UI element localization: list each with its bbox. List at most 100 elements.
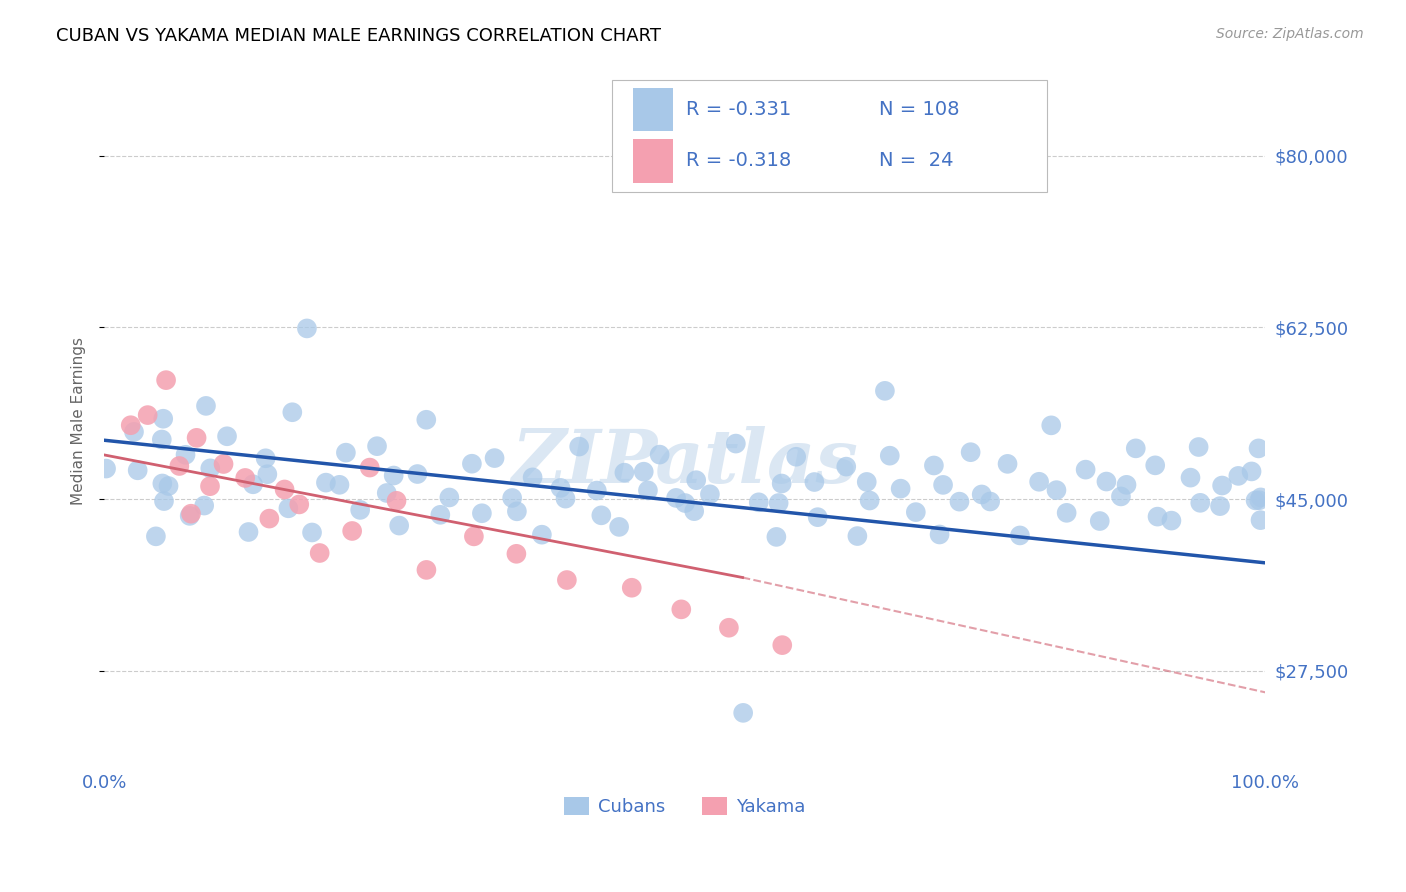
Point [315,475,337,490]
Point [169,458,191,473]
Point [328,478,350,492]
Legend: Cubans, Yakama: Cubans, Yakama [557,790,813,823]
Point [301,525,323,540]
Point [179,508,201,523]
Point [765,530,787,544]
Point [388,518,411,533]
Point [136,408,159,422]
Point [349,503,371,517]
Point [633,465,655,479]
Point [620,581,643,595]
Point [277,501,299,516]
Point [461,457,484,471]
Point [803,475,825,489]
Point [439,491,461,505]
Point [150,476,173,491]
Point [359,460,381,475]
Point [683,504,706,518]
Point [1250,491,1272,505]
Y-axis label: Median Male Earnings: Median Male Earnings [72,336,86,505]
Point [859,493,882,508]
Point [673,496,696,510]
Point [1160,514,1182,528]
Point [281,405,304,419]
Point [259,511,281,525]
Point [1240,465,1263,479]
Point [1109,490,1132,504]
Point [928,527,950,541]
Text: ZIPatlas: ZIPatlas [512,425,858,498]
Text: N = 108: N = 108 [879,100,959,119]
Point [366,439,388,453]
Point [1074,462,1097,476]
Point [501,491,523,505]
Point [1115,478,1137,492]
Point [295,321,318,335]
Point [970,487,993,501]
Point [1008,528,1031,542]
Point [959,445,981,459]
Point [922,458,945,473]
Point [550,481,572,495]
Point [1211,478,1233,492]
Point [1189,496,1212,510]
Point [835,459,858,474]
Point [127,463,149,477]
Point [120,418,142,433]
Point [671,602,693,616]
Point [1028,475,1050,489]
Point [1249,493,1271,508]
Point [233,471,256,485]
Point [1227,469,1250,483]
Point [555,573,578,587]
Point [174,448,197,462]
Text: R = -0.331: R = -0.331 [686,100,792,119]
Point [979,494,1001,508]
Point [200,461,222,475]
Point [1244,493,1267,508]
Text: N =  24: N = 24 [879,151,953,169]
Point [1180,470,1202,484]
Point [406,467,429,481]
Point [215,429,238,443]
Point [1247,442,1270,456]
Point [1088,514,1111,528]
Point [1095,475,1118,489]
Point [665,491,688,505]
Point [195,399,218,413]
Point [484,451,506,466]
Point [637,483,659,498]
Point [382,468,405,483]
Point [463,529,485,543]
Point [1250,513,1272,527]
Point [890,482,912,496]
Point [94,461,117,475]
Point [1040,418,1063,433]
Point [1144,458,1167,473]
Point [256,467,278,482]
Point [1188,440,1211,454]
Point [522,470,544,484]
Point [1146,509,1168,524]
Point [505,547,527,561]
Text: R = -0.318: R = -0.318 [686,151,792,169]
Point [335,445,357,459]
Point [768,496,790,510]
Point [932,478,955,492]
Point [145,529,167,543]
Point [855,475,877,489]
Point [506,504,529,518]
Point [948,494,970,508]
Point [685,473,707,487]
Point [471,506,494,520]
Point [997,457,1019,471]
Point [717,621,740,635]
Point [873,384,896,398]
Point [308,546,330,560]
Point [375,486,398,500]
Point [607,520,630,534]
Point [198,479,221,493]
Point [415,563,437,577]
Point [846,529,869,543]
Point [585,483,607,498]
